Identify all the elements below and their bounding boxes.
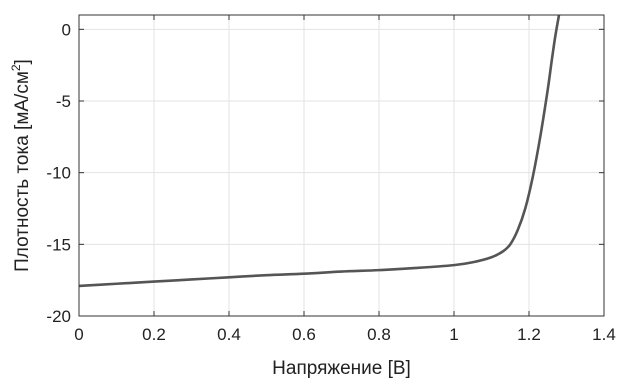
x-tick-label: 1.2 — [517, 325, 541, 344]
x-tick-label: 0.2 — [142, 325, 166, 344]
x-tick-label: 1 — [449, 325, 458, 344]
y-axis-title-sup: 2 — [9, 64, 23, 71]
y-tick-label: -15 — [46, 235, 71, 254]
y-axis-title-end: ] — [12, 59, 33, 64]
x-tick-label: 0 — [74, 325, 83, 344]
series-line-0 — [79, 15, 561, 288]
x-tick-label: 0.4 — [217, 325, 241, 344]
y-tick-label: -10 — [46, 164, 71, 183]
y-axis-title: Плотность тока [мА/см2] — [9, 59, 33, 272]
grid-lines — [79, 15, 604, 316]
x-tick-label: 0.8 — [367, 325, 391, 344]
x-axis-title: Напряжение [В] — [272, 358, 411, 379]
series-layer — [79, 15, 561, 288]
x-axis-ticks: 0 0.2 0.4 0.6 0.8 1 1.2 1.4 — [74, 15, 616, 344]
y-tick-label: 0 — [62, 20, 71, 39]
plot-area — [79, 15, 604, 316]
plot-frame — [78, 14, 605, 317]
y-tick-label: -5 — [56, 92, 71, 111]
x-tick-label: 1.4 — [592, 325, 616, 344]
x-tick-label: 0.6 — [292, 325, 316, 344]
y-tick-label: -20 — [46, 307, 71, 326]
y-axis-title-main: Плотность тока [мА/см — [12, 71, 33, 272]
y-axis-ticks: -20 -15 -10 -5 0 — [46, 20, 604, 326]
